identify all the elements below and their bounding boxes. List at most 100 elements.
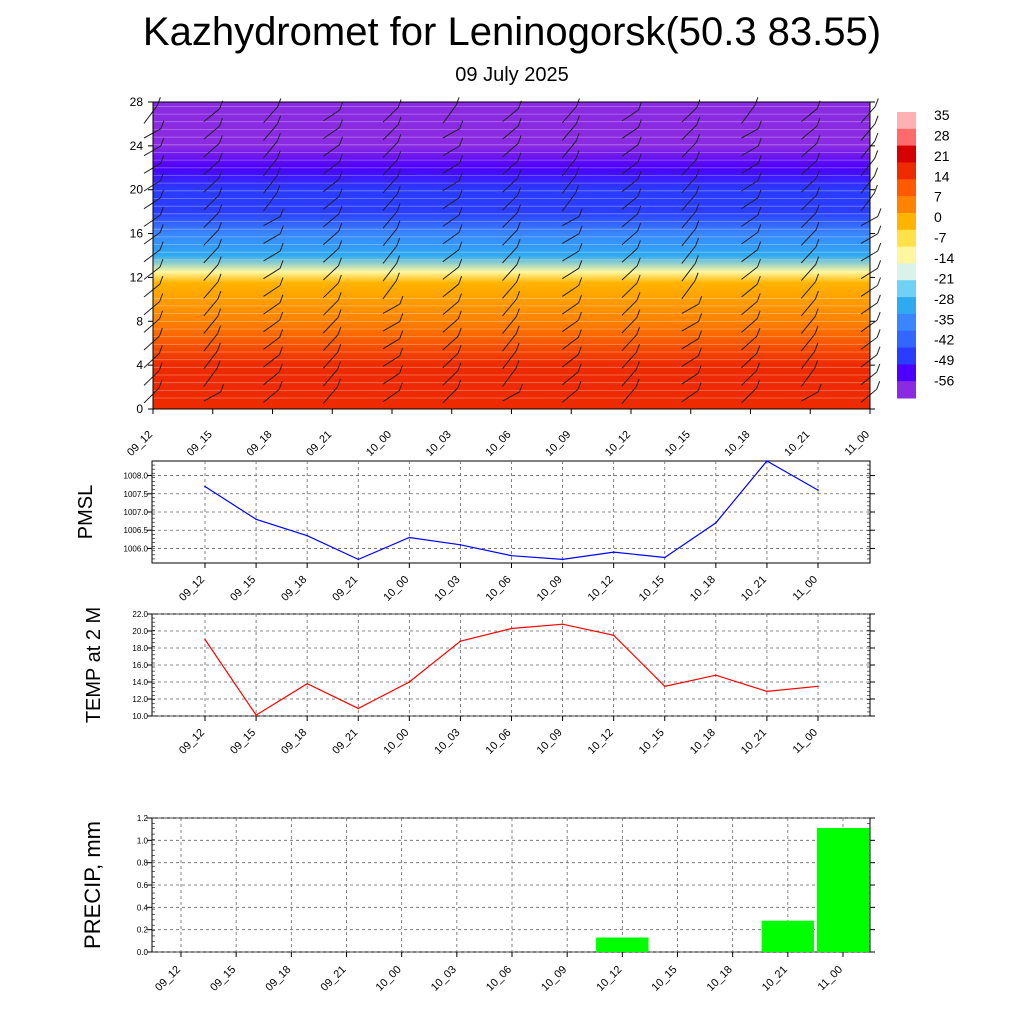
wind-barb-shaft [203, 391, 221, 402]
wind-barb-shaft [681, 320, 699, 332]
wind-barb-shaft [382, 193, 398, 211]
temp-panel: 10.0 12.0 14.0 16.0 18.0 20.0 22.0 09_12 09_15 09… [83, 607, 875, 757]
contour-lines [153, 106, 870, 399]
wind-barb-flag [698, 313, 703, 322]
chart-subtitle: 09 July 2025 [455, 64, 569, 86]
wind-barb-shaft [681, 390, 699, 403]
wind-barb [860, 381, 881, 403]
wind-barb-flag [159, 293, 164, 302]
wind-barb-shaft [143, 128, 162, 139]
wind-barb-flag [696, 134, 700, 143]
wind-barb-shaft [143, 249, 161, 263]
wind-barb-shaft [382, 107, 399, 123]
wind-barb-shaft [561, 175, 577, 194]
wind-barb-flag [160, 189, 164, 198]
wind-barb-shaft [442, 214, 460, 227]
wind-barb-flag [877, 260, 882, 269]
wind-barb-flag [337, 326, 342, 336]
wind-barb [442, 155, 463, 174]
wind-barb-shaft [741, 353, 758, 369]
wind-barb-flag [217, 290, 222, 300]
wind-barb-shaft [143, 214, 161, 227]
wind-barb-flag [637, 171, 642, 180]
wind-barb [382, 347, 404, 367]
wind-barb-shaft [741, 145, 759, 157]
wind-barb-shaft [800, 160, 818, 175]
data-point [204, 485, 206, 488]
wind-barb-shaft [800, 212, 817, 228]
x-tick-label: 10_12 [603, 429, 633, 459]
wind-barb [143, 258, 164, 280]
wind-barb-flag [158, 379, 163, 389]
wind-barb-flag [756, 310, 761, 319]
wind-barb-shaft [382, 372, 400, 385]
wind-barb-shaft [263, 140, 278, 159]
wind-barb-shaft [143, 387, 160, 404]
wind-barb-shaft [442, 249, 460, 263]
wind-barb-shaft [800, 177, 817, 193]
wind-barb-shaft [860, 388, 878, 403]
wind-barb [322, 292, 342, 316]
wind-barb-flag [517, 135, 522, 144]
colorbar-label: 35 [934, 107, 950, 123]
y-tick-label: 4 [136, 358, 143, 372]
wind-barb-shaft [502, 108, 519, 122]
wind-barb-shaft [442, 180, 460, 192]
wind-barb-shaft [322, 213, 340, 228]
wind-barb-shaft [860, 175, 875, 194]
x-tick-label: 10_21 [760, 964, 790, 994]
wind-barb-flag [697, 365, 702, 374]
heatmap-field [153, 102, 870, 409]
wind-barb [860, 294, 881, 315]
wind-barb-shaft [263, 106, 279, 124]
x-tick-label: 10_00 [381, 727, 411, 757]
wind-barb-flag [757, 224, 762, 233]
wind-barb-flag [578, 242, 583, 252]
wind-barb-flag [158, 362, 163, 371]
wind-barb-shaft [442, 266, 460, 280]
wind-barb-flag [695, 220, 700, 229]
wind-barb-shaft [442, 231, 460, 245]
wind-barb-flag [515, 308, 520, 317]
wind-barb [203, 135, 223, 158]
wind-barb [143, 293, 164, 316]
wind-barb-shaft [322, 178, 340, 193]
wind-barb-flag [517, 204, 521, 213]
wind-barb-flag [577, 346, 582, 355]
wind-barb-shaft [263, 336, 280, 350]
wind-barb [382, 116, 402, 141]
y-tick-label: 24 [130, 139, 144, 153]
wind-barb [322, 344, 342, 369]
wind-barb [800, 135, 821, 158]
wind-barb-flag [636, 274, 641, 284]
wind-barb-flag [515, 360, 520, 369]
y-tick-label: 1007.0 [124, 508, 149, 517]
x-tick-label: 09_15 [228, 727, 258, 757]
wind-barb-shaft [203, 143, 220, 158]
wind-barb-flag [757, 258, 761, 268]
wind-barb-shaft [800, 194, 817, 211]
y-tick-label: 12.0 [132, 695, 148, 704]
x-tick-label: 09_21 [319, 964, 349, 994]
wind-barb [263, 381, 283, 403]
wind-barb [741, 276, 761, 298]
wind-barb-flag [279, 208, 284, 217]
wind-barb-shaft [322, 299, 339, 316]
wind-barb-shaft [681, 159, 697, 176]
y-tick-label: 16.0 [132, 661, 148, 670]
x-tick-label: 10_00 [364, 429, 394, 459]
x-tick-label: 10_18 [723, 429, 753, 459]
data-point [664, 685, 666, 688]
wind-barb [442, 362, 462, 386]
wind-barb-shaft [322, 369, 338, 387]
wind-barb-flag [397, 151, 402, 160]
wind-barb-flag [696, 116, 701, 126]
wind-barb-shaft [681, 141, 697, 158]
colorbar-label: 28 [934, 127, 950, 143]
wind-barb-flag [756, 362, 761, 371]
wind-barb-shaft [681, 193, 697, 211]
colorbar-swatch [897, 145, 916, 163]
data-point [715, 674, 717, 676]
x-tick-label: 10_15 [663, 429, 693, 459]
wind-barb [681, 313, 703, 332]
